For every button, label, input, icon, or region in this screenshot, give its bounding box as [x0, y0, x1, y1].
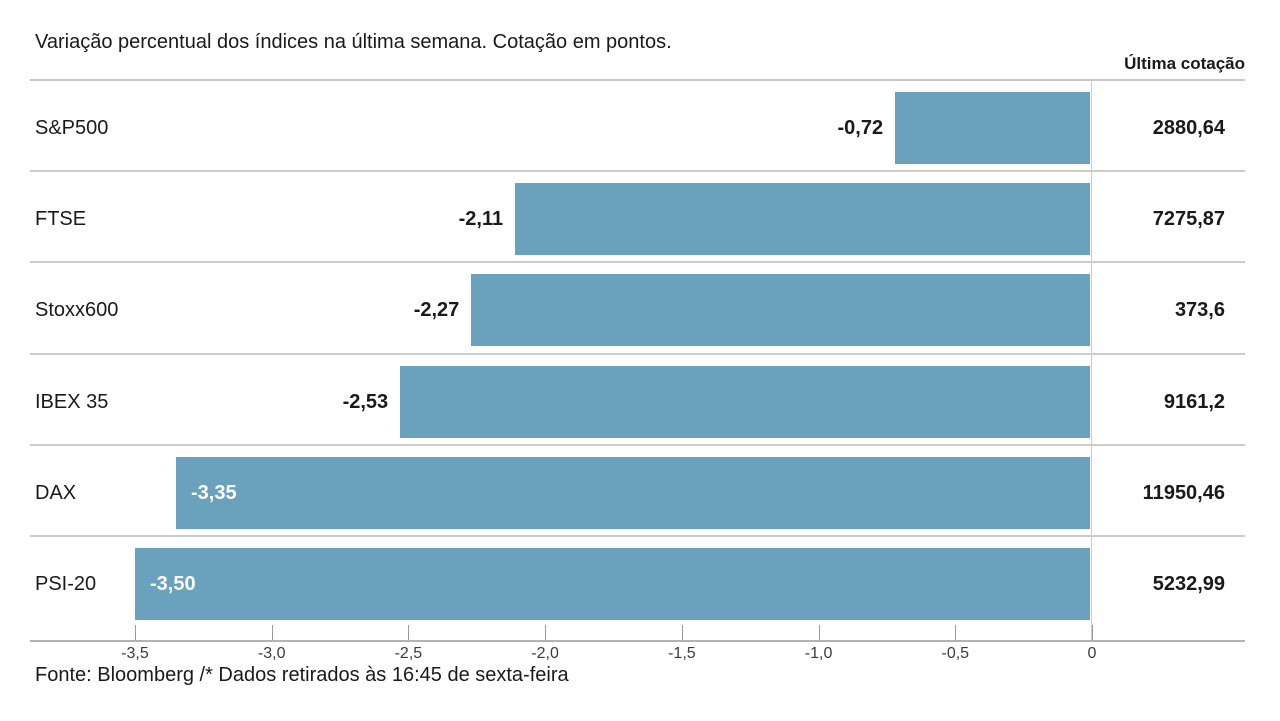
row-separator — [30, 170, 1245, 172]
axis-tick — [135, 625, 136, 640]
value-bar — [400, 366, 1090, 438]
quote-value: 2880,64 — [1152, 116, 1225, 139]
quote-value: 11950,46 — [1142, 481, 1225, 504]
axis-tick-label: -1,0 — [804, 645, 833, 662]
axis-tick-label: -2,5 — [394, 645, 423, 662]
axis-tick-label: -2,0 — [531, 645, 559, 662]
bar-value-label: -3,50 — [150, 572, 196, 595]
row-separator — [30, 535, 1245, 537]
value-bar — [176, 457, 1090, 529]
quote-value: 373,6 — [1174, 298, 1225, 321]
index-label: Stoxx600 — [35, 298, 119, 321]
value-bar — [895, 92, 1090, 164]
axis-tick-label: -0,5 — [941, 645, 970, 662]
index-label: IBEX 35 — [35, 390, 109, 413]
index-label: DAX — [35, 481, 77, 504]
row-separator — [30, 261, 1245, 263]
zero-axis-line — [1091, 81, 1092, 640]
row-separator — [30, 444, 1245, 446]
source-note: Fonte: Bloomberg /* Dados retirados às 1… — [35, 664, 569, 686]
bar-value-label: -2,11 — [458, 207, 504, 230]
value-bar — [515, 183, 1090, 255]
axis-tick-label: -3,0 — [257, 645, 286, 662]
value-bar — [135, 548, 1090, 620]
value-bar — [471, 274, 1090, 346]
bar-value-label: -0,72 — [837, 116, 884, 139]
index-label: FTSE — [35, 207, 87, 230]
axis-tick — [271, 625, 273, 640]
x-axis-line — [30, 640, 1245, 642]
axis-tick — [545, 625, 547, 640]
quote-value: 5232,99 — [1152, 572, 1225, 595]
axis-tick — [818, 625, 820, 640]
bar-value-label: -2,53 — [342, 390, 389, 413]
row-separator — [30, 353, 1245, 355]
axis-tick-label: -3,5 — [121, 645, 149, 662]
index-label: S&P500 — [35, 116, 109, 139]
axis-tick — [1092, 625, 1093, 640]
axis-tick — [408, 625, 410, 640]
quote-value: 7275,87 — [1152, 207, 1225, 230]
header-underline — [30, 79, 1245, 81]
axis-tick-label: 0 — [1087, 645, 1097, 662]
bar-value-label: -3,35 — [191, 481, 237, 504]
bar-value-label: -2,27 — [413, 298, 460, 321]
page-title: Variação percentual dos índices na últim… — [35, 31, 672, 53]
axis-tick — [955, 625, 957, 640]
index-label: PSI-20 — [35, 572, 97, 595]
last-quote-column-header: Última cotação — [1124, 54, 1245, 73]
axis-tick — [681, 625, 683, 640]
axis-tick-label: -1,5 — [668, 645, 696, 662]
quote-value: 9161,2 — [1163, 390, 1225, 413]
